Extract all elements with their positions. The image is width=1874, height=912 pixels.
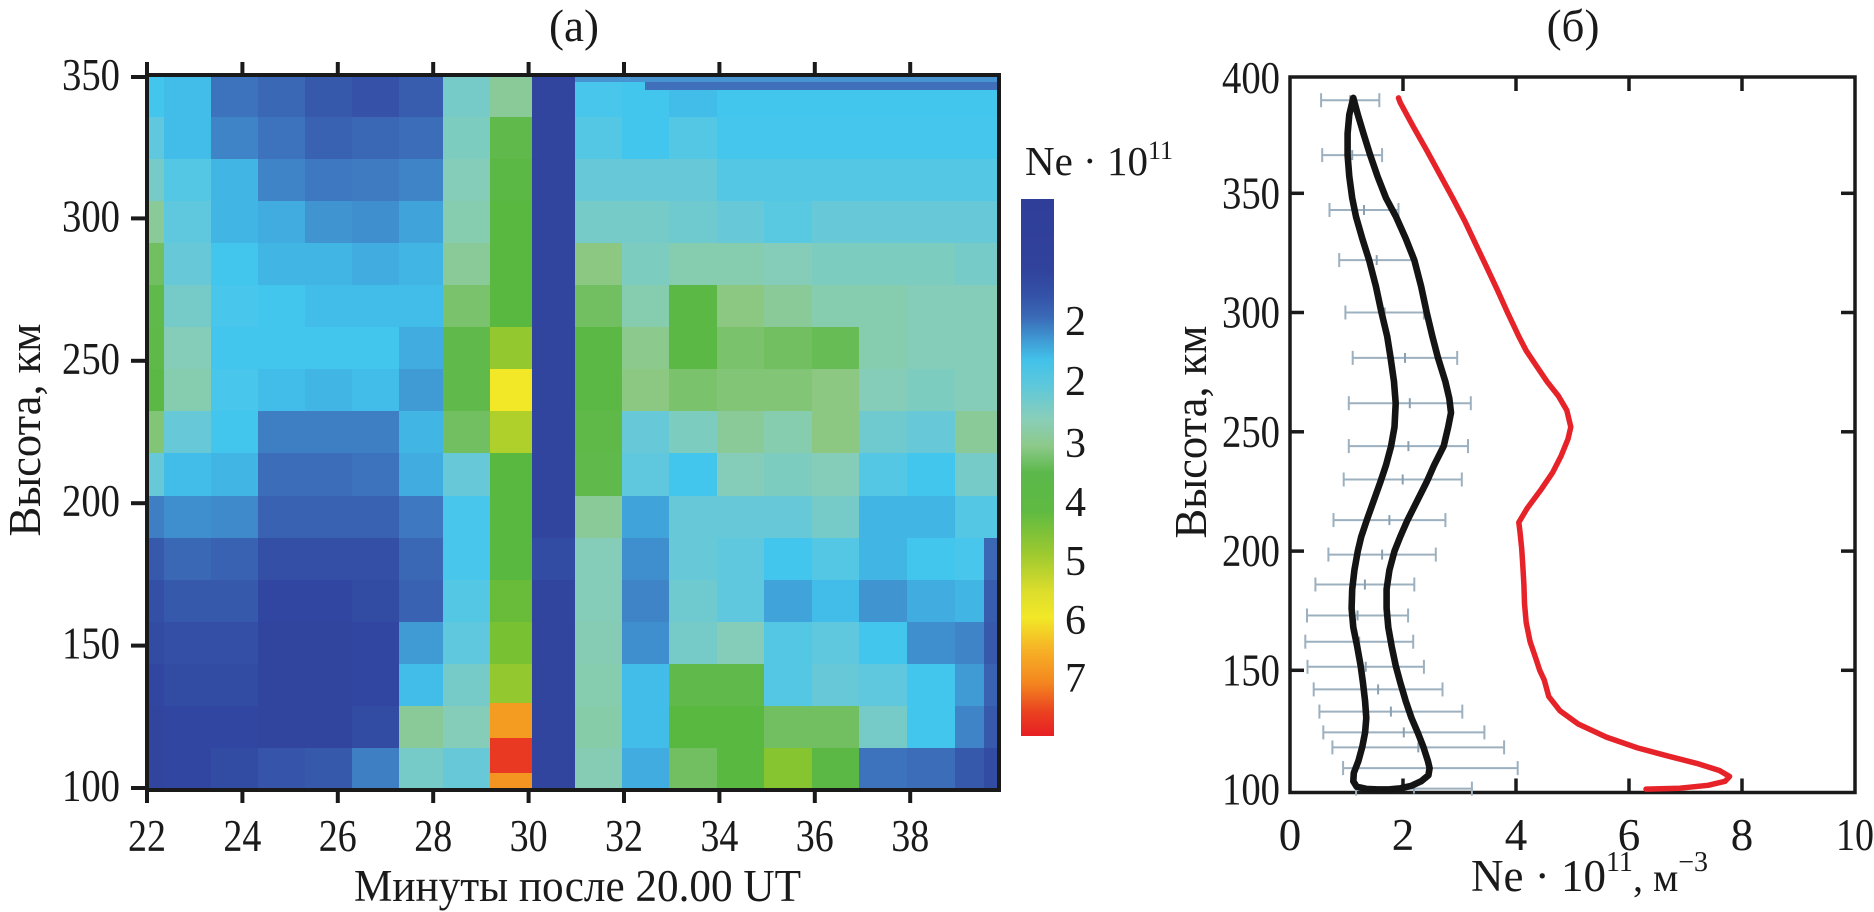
svg-text:6: 6 xyxy=(1618,810,1641,860)
svg-text:Ne · 1011, м−3: Ne · 1011, м−3 xyxy=(1471,847,1708,901)
svg-text:150: 150 xyxy=(62,619,120,669)
svg-text:(б): (б) xyxy=(1547,1,1600,51)
svg-text:2: 2 xyxy=(1065,299,1086,345)
svg-text:3: 3 xyxy=(1065,421,1086,467)
svg-text:250: 250 xyxy=(1222,407,1280,457)
svg-text:350: 350 xyxy=(1222,168,1280,218)
svg-text:Высота, км: Высота, км xyxy=(1165,326,1216,539)
svg-text:200: 200 xyxy=(62,476,120,526)
svg-text:34: 34 xyxy=(700,811,738,861)
svg-text:2: 2 xyxy=(1392,810,1415,860)
svg-text:400: 400 xyxy=(1222,53,1280,103)
svg-text:100: 100 xyxy=(62,761,120,811)
svg-text:Минуты после 20.00 UT: Минуты после 20.00 UT xyxy=(354,861,801,911)
svg-text:Ne · 1011: Ne · 1011 xyxy=(1025,136,1173,184)
svg-text:4: 4 xyxy=(1065,480,1086,526)
svg-text:32: 32 xyxy=(605,811,643,861)
svg-text:Высота, км: Высота, км xyxy=(0,324,50,537)
svg-text:10: 10 xyxy=(1836,810,1874,860)
svg-text:300: 300 xyxy=(62,191,120,241)
svg-text:5: 5 xyxy=(1065,539,1086,585)
svg-text:(а): (а) xyxy=(549,1,599,51)
svg-text:30: 30 xyxy=(510,811,548,861)
svg-text:8: 8 xyxy=(1731,810,1754,860)
svg-text:38: 38 xyxy=(891,811,929,861)
svg-text:300: 300 xyxy=(1222,288,1280,338)
svg-text:4: 4 xyxy=(1505,810,1528,860)
svg-text:100: 100 xyxy=(1222,765,1280,815)
svg-text:24: 24 xyxy=(223,811,261,861)
svg-text:36: 36 xyxy=(796,811,834,861)
svg-text:0: 0 xyxy=(1279,810,1302,860)
svg-text:2: 2 xyxy=(1065,359,1086,405)
svg-text:22: 22 xyxy=(128,811,166,861)
svg-text:150: 150 xyxy=(1222,645,1280,695)
svg-text:28: 28 xyxy=(414,811,452,861)
svg-text:6: 6 xyxy=(1065,598,1086,644)
svg-text:350: 350 xyxy=(62,50,120,100)
svg-text:250: 250 xyxy=(62,334,120,384)
svg-text:7: 7 xyxy=(1065,656,1086,702)
svg-text:26: 26 xyxy=(319,811,357,861)
svg-text:200: 200 xyxy=(1222,526,1280,576)
